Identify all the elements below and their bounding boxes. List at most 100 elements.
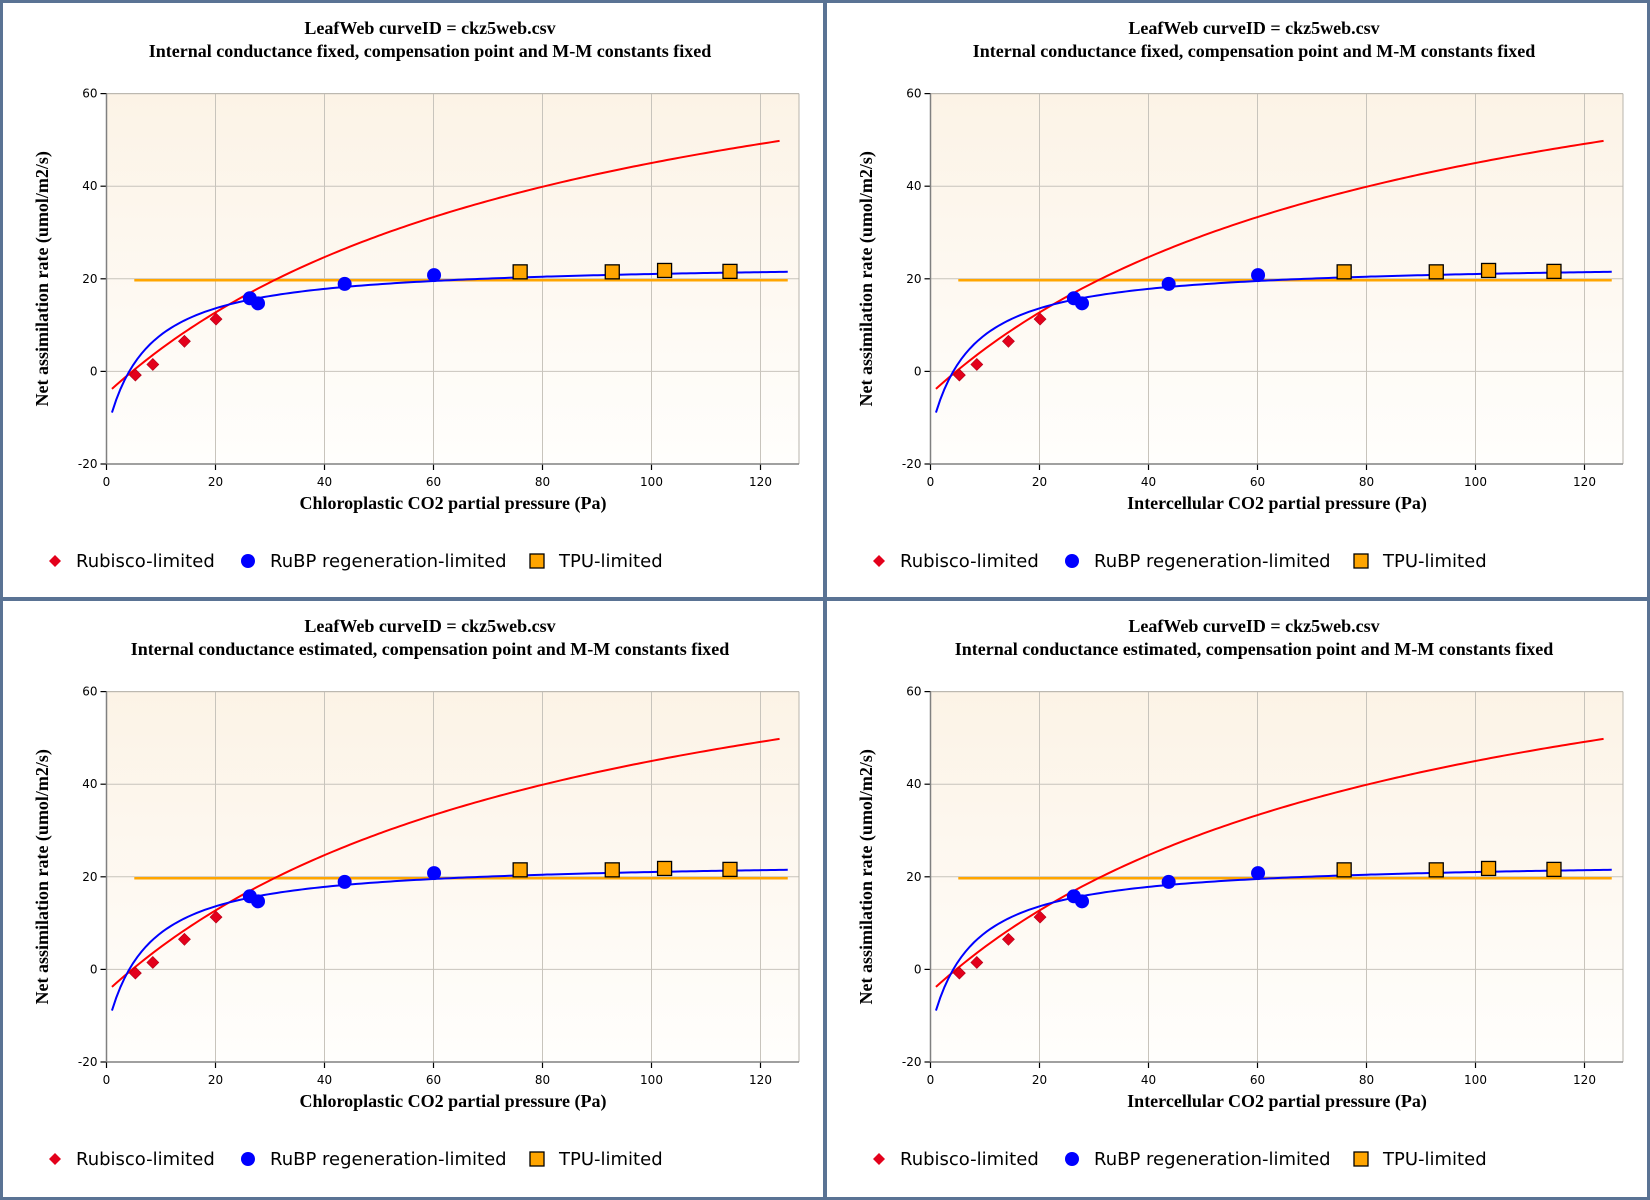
rubp-data-point xyxy=(427,268,442,283)
rubp-data-point xyxy=(251,894,266,909)
diamond-series xyxy=(128,312,223,382)
x-tick-label: 80 xyxy=(1359,1073,1374,1087)
circle-icon xyxy=(241,1152,255,1166)
rubisco-data-point xyxy=(178,932,191,946)
tpu-data-point xyxy=(1546,861,1562,878)
rubisco-data-point xyxy=(1002,334,1015,348)
legend-item[interactable]: TPU-limited xyxy=(1353,551,1487,572)
rubisco-data-point xyxy=(970,358,984,371)
square-series xyxy=(1336,262,1562,280)
chart-title: LeafWeb curveID = ckz5web.csv xyxy=(304,616,555,636)
chart-title: LeafWeb curveID = ckz5web.csv xyxy=(1128,616,1379,636)
y-axis-label: Net assimilation rate (umol/m2/s) xyxy=(32,749,53,1004)
x-tick-label: 120 xyxy=(1573,475,1596,489)
x-axis-label: Intercellular CO2 partial pressure (Pa) xyxy=(1127,493,1427,514)
chart-title: LeafWeb curveID = ckz5web.csv xyxy=(304,18,555,38)
legend-label: TPU-limited xyxy=(558,551,663,572)
legend-label: TPU-limited xyxy=(1382,551,1487,572)
circle-icon xyxy=(241,554,255,568)
x-tick-label: 20 xyxy=(208,1073,223,1087)
legend-item[interactable]: RuBP regeneration-limited xyxy=(241,551,507,572)
x-tick-label: 0 xyxy=(103,1073,111,1087)
rubisco-fit-curve xyxy=(111,139,780,390)
chart-panel-bottom-left: LeafWeb curveID = ckz5web.csv Internal co… xyxy=(3,601,823,1195)
legend-item[interactable]: Rubisco-limited xyxy=(873,1149,1039,1170)
chart-svg: LeafWeb curveID = ckz5web.csv Internal co… xyxy=(32,616,800,1170)
x-tick-label: 100 xyxy=(1464,1073,1487,1087)
diamond-series xyxy=(952,312,1047,382)
square-icon xyxy=(1353,553,1369,569)
rubp-data-point xyxy=(1251,268,1266,283)
circle-icon xyxy=(1065,554,1079,568)
rubisco-data-point xyxy=(146,358,160,371)
rubp-data-point xyxy=(251,296,266,311)
x-axis-label: Chloroplastic CO2 partial pressure (Pa) xyxy=(300,493,607,514)
circle-series xyxy=(1066,866,1266,909)
legend-label: Rubisco-limited xyxy=(76,551,215,572)
x-tick-label: 80 xyxy=(535,475,550,489)
tpu-data-point xyxy=(604,264,620,280)
rubisco-fit-curve xyxy=(935,139,1604,390)
legend-label: Rubisco-limited xyxy=(900,551,1039,572)
rubp-fit-curve xyxy=(111,270,788,413)
legend-item[interactable]: TPU-limited xyxy=(529,1149,663,1170)
x-tick-label: 40 xyxy=(317,1073,332,1087)
legend-item[interactable]: Rubisco-limited xyxy=(873,551,1039,572)
legend-label: TPU-limited xyxy=(558,1149,663,1170)
rubp-fit-curve xyxy=(111,868,788,1011)
x-tick-label: 20 xyxy=(208,475,223,489)
y-tick-label: 0 xyxy=(90,364,98,378)
y-tick-label: 40 xyxy=(906,777,921,791)
rubp-data-point xyxy=(1161,276,1176,291)
rubp-data-point xyxy=(1075,894,1090,909)
tpu-data-point xyxy=(1428,862,1444,878)
legend-item[interactable]: TPU-limited xyxy=(529,551,663,572)
rubisco-data-point xyxy=(209,312,223,326)
legend-item[interactable]: RuBP regeneration-limited xyxy=(241,1149,507,1170)
chart-legend: Rubisco-limited RuBP regeneration-limited… xyxy=(49,1149,663,1170)
y-tick-label: 20 xyxy=(82,870,97,884)
rubisco-data-point xyxy=(1002,932,1015,946)
tpu-data-point xyxy=(656,262,673,279)
tpu-data-point xyxy=(604,862,620,878)
y-tick-label: 0 xyxy=(914,962,922,976)
x-axis-label: Intercellular CO2 partial pressure (Pa) xyxy=(1127,1091,1427,1112)
legend-label: RuBP regeneration-limited xyxy=(270,551,507,572)
chart-legend: Rubisco-limited RuBP regeneration-limited… xyxy=(49,551,663,572)
legend-item[interactable]: Rubisco-limited xyxy=(49,551,215,572)
rubp-data-point xyxy=(427,866,442,881)
y-tick-label: 0 xyxy=(90,962,98,976)
rubisco-data-point xyxy=(970,956,984,969)
y-tick-label: 60 xyxy=(906,87,921,101)
grid-lines xyxy=(106,93,799,464)
tpu-data-point xyxy=(1480,860,1497,877)
chart-subtitle: Internal conductance estimated, compensa… xyxy=(131,639,730,659)
chart-subtitle: Internal conductance estimated, compensa… xyxy=(955,639,1554,659)
y-tick-label: 60 xyxy=(82,87,97,101)
tpu-data-point xyxy=(1428,264,1444,280)
y-tick-label: 20 xyxy=(906,870,921,884)
legend-item[interactable]: RuBP regeneration-limited xyxy=(1065,551,1331,572)
circle-icon xyxy=(1065,1152,1079,1166)
legend-item[interactable]: RuBP regeneration-limited xyxy=(1065,1149,1331,1170)
x-tick-label: 60 xyxy=(426,1073,441,1087)
legend-item[interactable]: Rubisco-limited xyxy=(49,1149,215,1170)
x-tick-label: 100 xyxy=(640,1073,663,1087)
grid-lines xyxy=(106,691,799,1062)
legend-item[interactable]: TPU-limited xyxy=(1353,1149,1487,1170)
y-tick-label: 20 xyxy=(82,272,97,286)
legend-label: RuBP regeneration-limited xyxy=(270,1149,507,1170)
tpu-data-point xyxy=(1336,264,1352,280)
rubisco-fit-curve xyxy=(935,737,1604,988)
x-tick-label: 20 xyxy=(1032,475,1047,489)
legend-label: Rubisco-limited xyxy=(900,1149,1039,1170)
x-tick-label: 120 xyxy=(749,475,772,489)
legend-label: RuBP regeneration-limited xyxy=(1094,1149,1331,1170)
square-icon xyxy=(1353,1151,1369,1167)
rubp-data-point xyxy=(337,874,352,889)
x-tick-label: 0 xyxy=(927,475,935,489)
y-tick-label: 40 xyxy=(906,179,921,193)
legend-label: Rubisco-limited xyxy=(76,1149,215,1170)
rubp-fit-curve xyxy=(935,868,1612,1011)
rubisco-data-point xyxy=(952,966,966,980)
